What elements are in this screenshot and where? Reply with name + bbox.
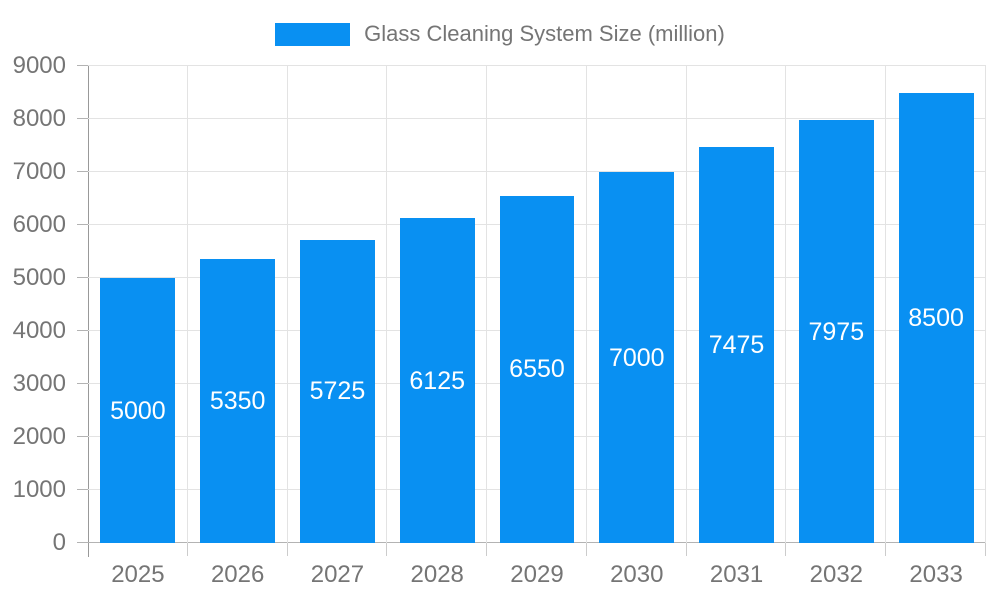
bar-value-label: 5000 [110,396,166,425]
bar: 5350 [200,259,276,543]
y-axis-tick [77,436,88,437]
x-axis-tick [386,543,388,556]
x-axis-tick [685,543,687,556]
y-axis-label: 8000 [12,105,66,132]
x-axis-label: 2026 [210,561,265,588]
x-axis-tick [785,543,787,556]
x-axis-label: 2029 [510,561,564,588]
y-axis-label: 2000 [12,423,66,450]
y-axis-tick [77,489,88,490]
grid-line-v [585,66,587,543]
x-axis-label: 2027 [310,561,365,588]
x-axis-label: 2031 [709,561,764,588]
y-axis-line [88,66,89,557]
y-axis-label: 5000 [12,264,66,291]
y-axis-label: 6000 [12,211,66,238]
grid-line-v [286,66,288,543]
y-axis-tick [77,330,88,331]
bar: 7975 [798,120,874,543]
x-axis-label: 2025 [111,561,165,588]
bar-value-label: 6550 [509,355,565,384]
bar-value-label: 7000 [608,343,665,372]
bar: 5725 [300,239,375,543]
bar: 7000 [599,172,675,543]
grid-line-v [785,66,787,543]
y-axis-label: 0 [52,529,66,556]
y-axis-label: 3000 [12,370,66,397]
legend: Glass Cleaning System Size (million) [0,21,1000,47]
y-axis-tick [77,277,88,278]
bar-value-label: 8500 [908,303,964,332]
y-axis-tick [77,171,88,172]
bar: 6125 [399,218,475,543]
bar: 7475 [699,146,774,543]
bar-value-label: 7475 [708,330,765,359]
y-axis-label: 9000 [12,52,66,79]
grid-line-v [685,66,687,543]
bar-value-label: 5350 [209,387,266,416]
x-axis-label: 2030 [610,561,664,588]
grid-line-h [88,171,986,172]
x-axis-tick [286,543,288,556]
grid-line-h [88,65,986,66]
legend-label: Glass Cleaning System Size (million) [364,21,725,46]
x-axis-label: 2032 [809,561,864,588]
bar: 8500 [898,92,974,543]
y-axis-label: 1000 [12,476,66,503]
y-axis-label: 4000 [12,317,66,344]
grid-line-v [186,66,188,543]
plot-area: 5000 5350 5725 6125 6550 7000 7475 7975 8500 [77,65,986,557]
grid-line-v [885,66,887,543]
y-axis-tick [77,224,88,225]
y-axis-tick [77,65,88,66]
x-axis-tick [985,543,986,556]
grid-line-v [386,66,388,543]
bar-value-label: 5725 [309,377,366,406]
bar-value-label: 6125 [409,366,466,395]
grid-line-v [486,66,488,543]
grid-line-h [88,118,986,119]
x-axis-tick [186,543,188,556]
x-axis-tick [585,543,587,556]
bar: 6550 [499,195,575,543]
x-axis-tick [486,543,488,556]
bar: 5000 [100,278,176,543]
legend-swatch [275,22,351,46]
x-axis-label: 2028 [410,561,464,588]
grid-line-v [985,66,986,543]
x-axis-label: 2033 [909,561,963,588]
y-axis-tick [77,118,88,119]
x-axis-tick [885,543,887,556]
bar-value-label: 7975 [808,317,865,346]
y-axis-tick [77,383,88,384]
y-axis-label: 7000 [12,158,66,185]
